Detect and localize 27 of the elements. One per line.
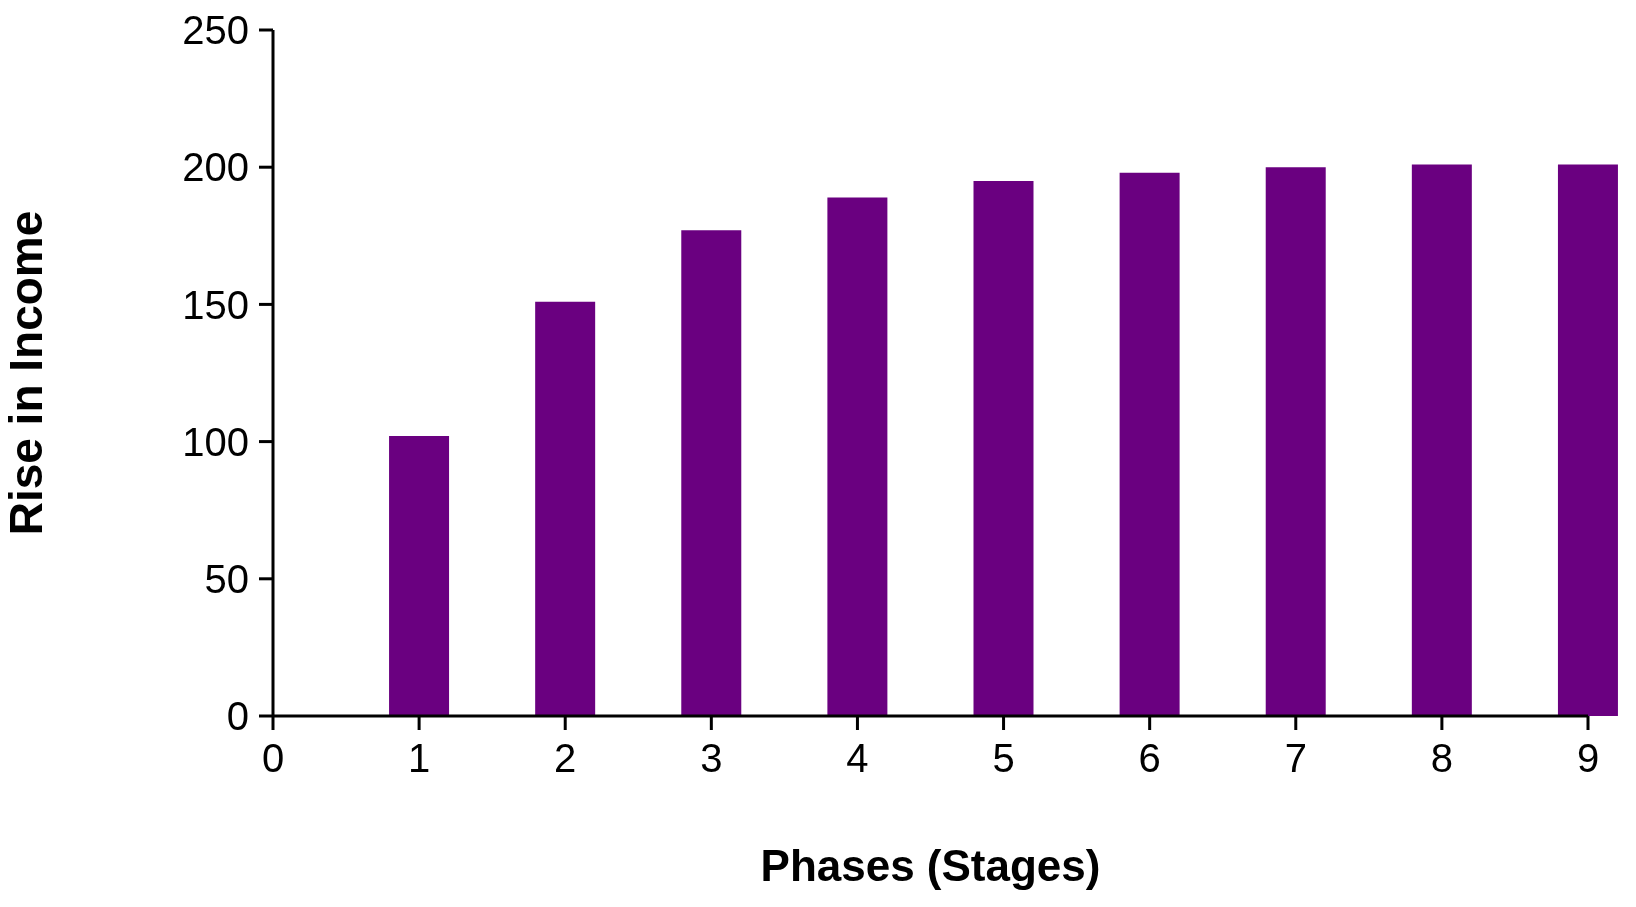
bar [827,197,888,716]
bar [535,301,596,716]
y-tick-label: 50 [204,557,249,601]
x-tick-label: 2 [554,736,577,781]
y-tick-label: 250 [182,8,249,53]
y-tick-label: 200 [182,145,249,190]
x-tick-label: 9 [1576,736,1600,781]
bar [1411,164,1472,716]
x-tick-label: 4 [846,736,869,781]
y-axis-title: Rise in Income [0,210,53,536]
x-tick-label: 5 [992,736,1015,781]
bar [681,230,742,716]
x-tick-label: 6 [1138,736,1161,781]
bar [1119,172,1180,716]
bar [973,180,1034,716]
x-tick-label: 1 [407,736,431,781]
x-tick-label: 0 [261,736,285,781]
x-tick-label: 8 [1430,736,1454,781]
y-tick-label: 0 [226,694,249,739]
bar [1265,167,1326,716]
y-tick-label: 150 [182,282,249,327]
bar [389,436,450,716]
x-tick-label: 7 [1284,736,1307,781]
x-tick-label: 3 [700,736,723,781]
bar [1557,164,1618,716]
x-axis-title: Phases (Stages) [760,841,1101,890]
y-tick-label: 100 [182,419,249,464]
